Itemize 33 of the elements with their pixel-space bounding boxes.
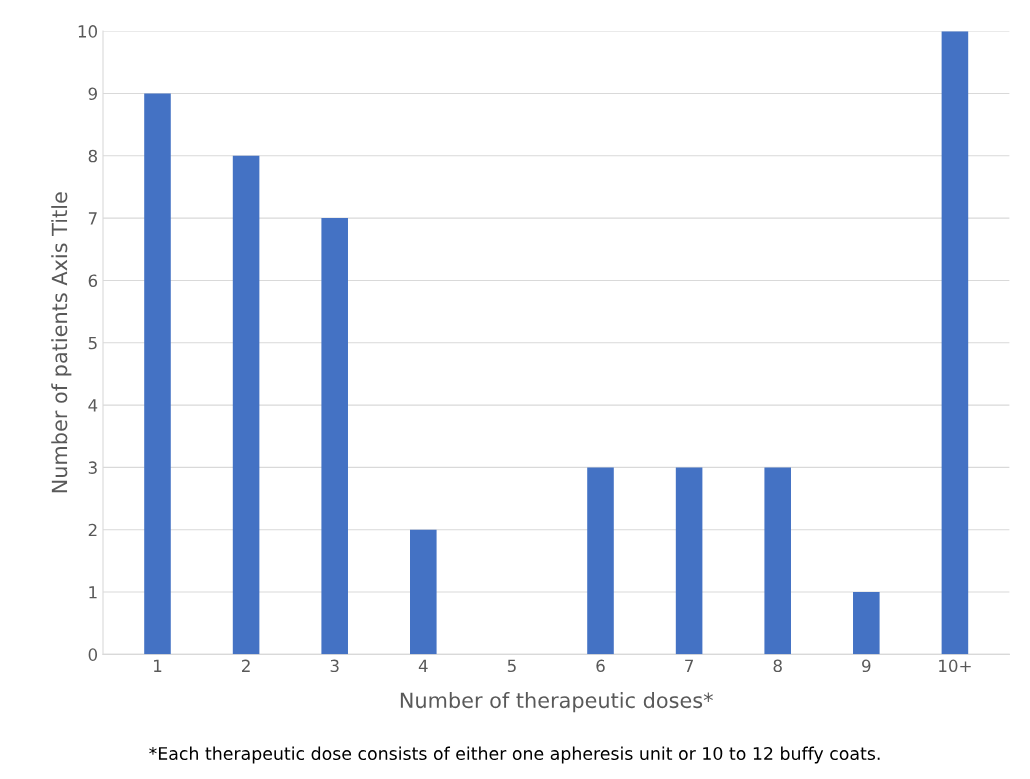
y-tick-label: 0 xyxy=(88,648,98,661)
y-axis-title: Number of patients Axis Title xyxy=(51,192,72,493)
bar xyxy=(941,31,969,655)
text: *Each therapeutic dose consists of either one apheresis unit or 10 to 12 buffy coats. xyxy=(149,746,880,764)
x-axis-title: Number of therapeutic doses* xyxy=(400,692,713,713)
x-tick-label: 10+ xyxy=(939,659,971,673)
x-tick-label: 5 xyxy=(507,659,516,673)
y-tick-label: 9 xyxy=(88,87,97,101)
bar xyxy=(587,467,614,655)
y-tick-label: 6 xyxy=(88,274,98,288)
y-tick-label: 1 xyxy=(89,586,97,599)
x-tick-label: 2 xyxy=(242,659,250,672)
y-tick-label: 10 xyxy=(78,25,98,38)
x-tick-label: 8 xyxy=(773,659,782,673)
x-tick-label: 6 xyxy=(596,659,605,673)
bar xyxy=(321,218,348,655)
x-tick-label: 9 xyxy=(862,659,871,673)
y-tick-label: 2 xyxy=(88,523,97,537)
x-tick-label: 4 xyxy=(418,659,428,672)
bar xyxy=(675,467,703,655)
bar xyxy=(410,529,437,655)
y-tick-label: 8 xyxy=(88,149,97,163)
x-tick-label: 3 xyxy=(330,659,339,673)
bar xyxy=(232,155,260,655)
x-tick-label: 1 xyxy=(154,659,162,672)
bar xyxy=(144,93,171,655)
x-tick-label: 7 xyxy=(685,659,693,672)
y-tick-label: 5 xyxy=(88,336,97,350)
y-tick-label: 3 xyxy=(88,461,97,474)
y-tick-label: 7 xyxy=(88,212,97,225)
bar xyxy=(853,592,880,655)
y-tick-label: 4 xyxy=(88,399,98,412)
bar xyxy=(764,467,791,655)
